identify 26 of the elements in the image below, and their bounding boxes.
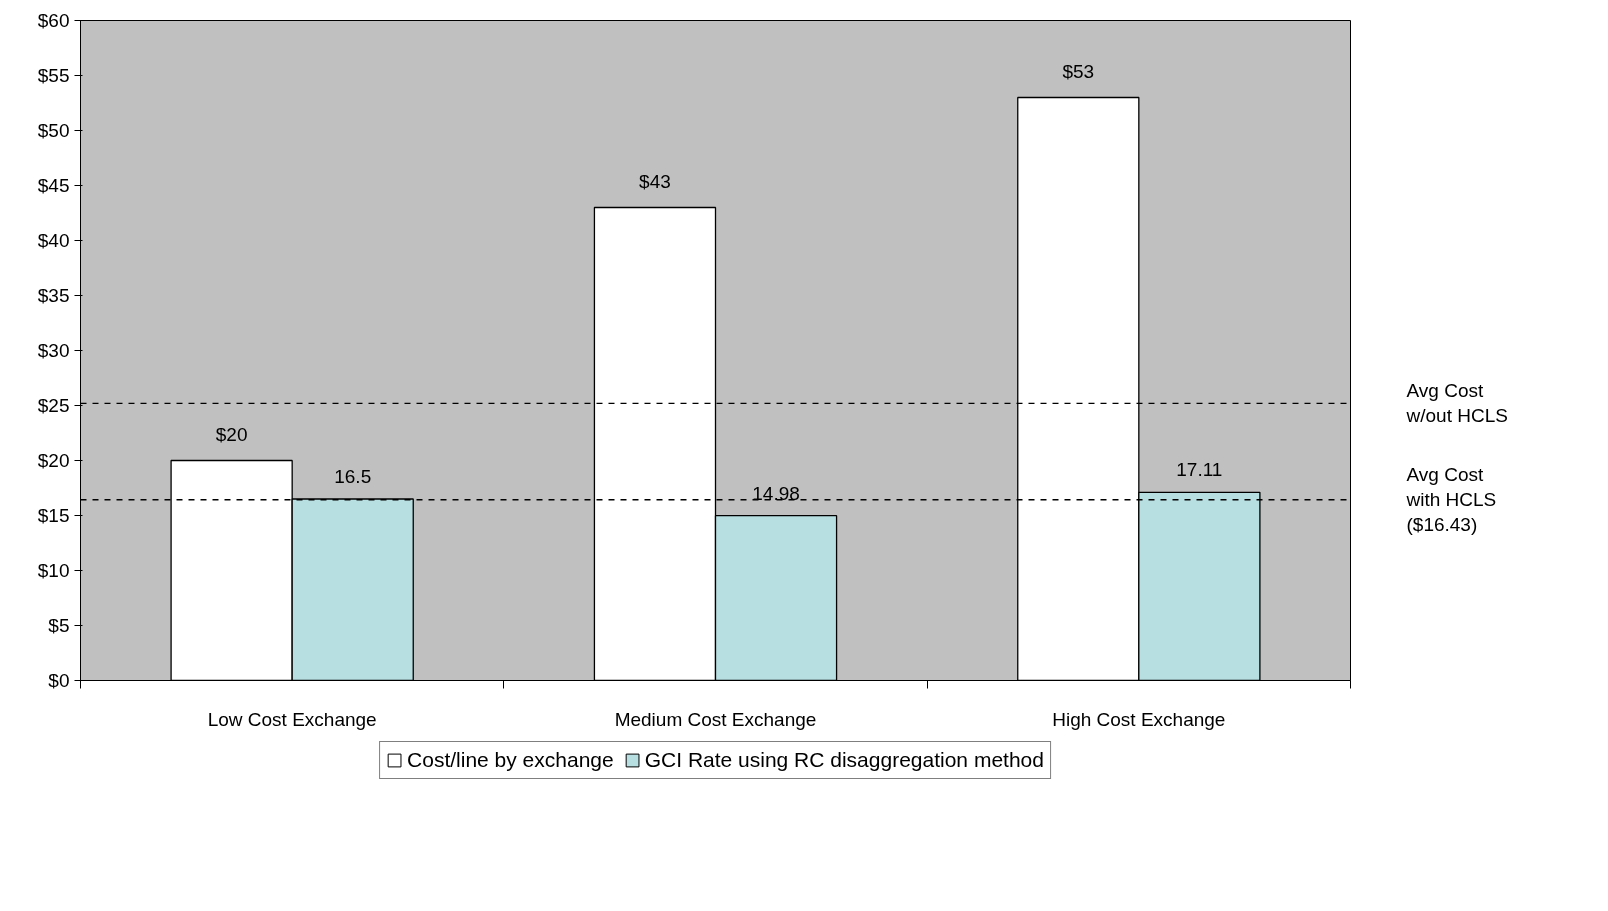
y-tick-label: $0	[48, 670, 70, 691]
y-tick-label: $30	[37, 340, 70, 361]
y-tick-label: $40	[37, 230, 70, 251]
ref-line-label: Avg Cost with HCLS ($16.43)	[1405, 464, 1497, 536]
data-label: $43	[639, 170, 671, 192]
y-tick-label: $10	[37, 560, 70, 581]
y-tick-label: $20	[37, 450, 70, 471]
data-label: 14.98	[752, 482, 800, 504]
x-tick-label: Medium Cost Exchange	[614, 708, 817, 730]
y-tick-label: $5	[48, 615, 70, 636]
y-tick-label: $60	[37, 10, 70, 31]
legend-label: Cost/line by exchange	[407, 748, 614, 772]
y-tick-label: $35	[37, 285, 70, 306]
ref-line-label: Avg Cost w/out HCLS	[1405, 380, 1508, 427]
y-tick-label: $45	[37, 175, 70, 196]
y-tick-label: $50	[37, 120, 70, 141]
x-tick-label: Low Cost Exchange	[207, 708, 377, 730]
legend-label: GCI Rate using RC disaggregation method	[644, 748, 1044, 772]
data-label: $20	[215, 423, 248, 445]
y-tick-label: $15	[37, 505, 70, 526]
y-tick-label: $25	[37, 395, 70, 416]
y-tick-label: $55	[37, 65, 70, 86]
x-tick-label: High Cost Exchange	[1052, 708, 1226, 730]
data-label: $53	[1062, 60, 1095, 82]
data-label: 16.5	[334, 466, 372, 487]
data-label: 17.11	[1176, 459, 1223, 481]
